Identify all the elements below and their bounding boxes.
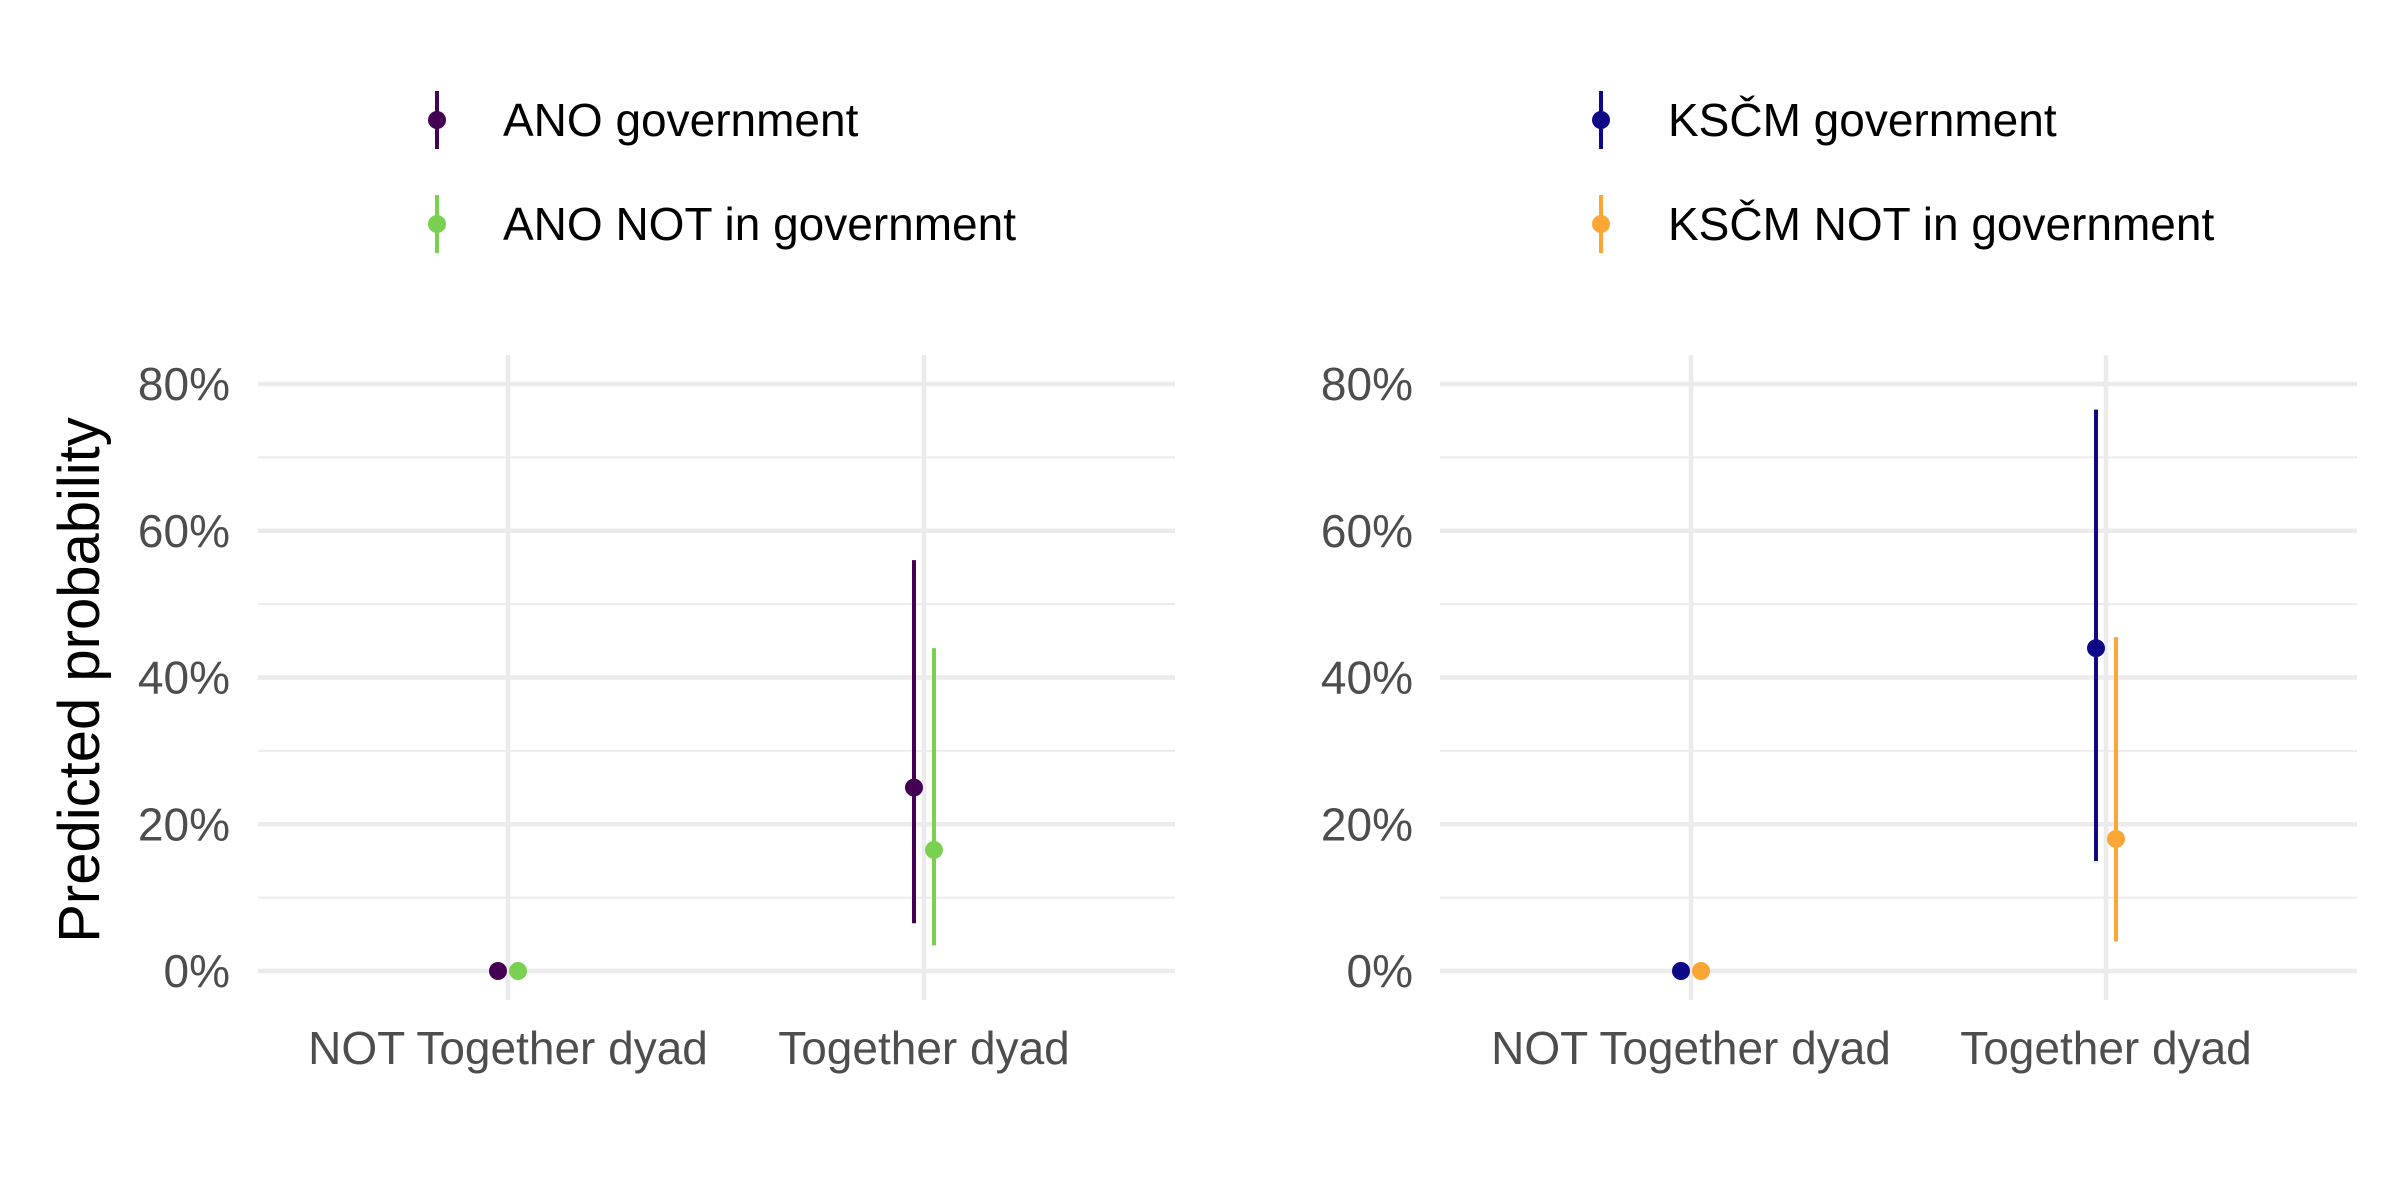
legend-key-point bbox=[1592, 215, 1610, 233]
legend-entry: ANO government bbox=[428, 91, 859, 149]
y-tick-label: 0% bbox=[164, 945, 230, 997]
y-tick-label: 60% bbox=[1321, 505, 1413, 557]
y-tick-label: 40% bbox=[138, 652, 230, 704]
x-tick-label: NOT Together dyad bbox=[1491, 1022, 1891, 1074]
y-tick-label: 80% bbox=[1321, 358, 1413, 410]
y-tick-label: 20% bbox=[138, 798, 230, 850]
y-tick-label: 40% bbox=[1321, 652, 1413, 704]
series-1 bbox=[489, 560, 923, 980]
x-tick-label: NOT Together dyad bbox=[308, 1022, 708, 1074]
x-tick-label: Together dyad bbox=[778, 1022, 1070, 1074]
data-point bbox=[1672, 962, 1690, 980]
legend-entry: ANO NOT in government bbox=[428, 195, 1016, 253]
chart-panel-1: 0% 20% 40% 60% 80% NOT Together dyad Together … bbox=[138, 91, 1175, 1074]
data-point bbox=[905, 778, 923, 797]
data-point bbox=[509, 962, 527, 980]
y-tick-label: 0% bbox=[1347, 945, 1413, 997]
y-tick-label: 20% bbox=[1321, 798, 1413, 850]
legend-key-point bbox=[428, 215, 446, 233]
data-point bbox=[2107, 829, 2125, 848]
legend-label: ANO NOT in government bbox=[503, 198, 1016, 250]
series-2 bbox=[509, 648, 943, 980]
series-1 bbox=[1672, 409, 2105, 980]
legend-label: KSČM NOT in government bbox=[1668, 198, 2214, 250]
chart-panel-2: 0% 20% 40% 60% 80% NOT Together dyad Together … bbox=[1321, 91, 2357, 1074]
data-point bbox=[2087, 639, 2105, 658]
data-point bbox=[925, 840, 943, 859]
legend-label: ANO government bbox=[503, 94, 859, 146]
y-tick-label: 60% bbox=[138, 505, 230, 557]
y-axis-title: Predicted probability bbox=[47, 417, 112, 943]
chart-panels: 0% 20% 40% 60% 80% NOT Together dyad Together … bbox=[138, 91, 2357, 1074]
legend-key-point bbox=[428, 111, 446, 129]
data-point bbox=[489, 962, 507, 980]
legend-entry: KSČM NOT in government bbox=[1592, 195, 2214, 253]
data-point bbox=[1692, 962, 1710, 980]
x-tick-label: Together dyad bbox=[1960, 1022, 2252, 1074]
legend-label: KSČM government bbox=[1668, 94, 2057, 146]
series-2 bbox=[1692, 637, 2125, 980]
legend-entry: KSČM government bbox=[1592, 91, 2057, 149]
y-tick-label: 80% bbox=[138, 358, 230, 410]
legend-key-point bbox=[1592, 111, 1610, 129]
